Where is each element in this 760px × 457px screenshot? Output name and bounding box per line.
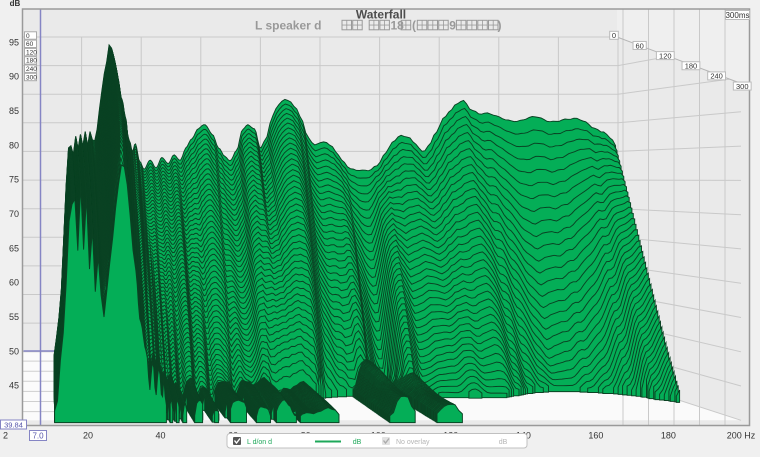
svg-text:60: 60 bbox=[26, 41, 34, 48]
svg-text:180: 180 bbox=[661, 431, 676, 441]
svg-text:85: 85 bbox=[9, 106, 19, 116]
svg-text:20: 20 bbox=[83, 431, 93, 441]
svg-text:90: 90 bbox=[9, 72, 19, 82]
svg-text:0: 0 bbox=[612, 31, 616, 40]
svg-text:dB: dB bbox=[353, 439, 362, 446]
svg-text:70: 70 bbox=[9, 209, 19, 219]
svg-text:75: 75 bbox=[9, 175, 19, 185]
svg-text:2: 2 bbox=[3, 431, 8, 441]
svg-text:L speaker d: L speaker d bbox=[255, 19, 321, 33]
svg-text:95: 95 bbox=[9, 37, 19, 47]
svg-text:(: ( bbox=[412, 19, 416, 33]
svg-text:300: 300 bbox=[26, 74, 37, 81]
svg-text:): ) bbox=[498, 19, 502, 33]
svg-text:45: 45 bbox=[9, 381, 19, 391]
svg-text:300ms: 300ms bbox=[725, 11, 749, 20]
svg-text:240: 240 bbox=[710, 72, 723, 81]
svg-text:55: 55 bbox=[9, 312, 19, 322]
svg-text:L d/on d: L d/on d bbox=[247, 439, 272, 446]
svg-text:40: 40 bbox=[156, 431, 166, 441]
svg-text:No overlay: No overlay bbox=[396, 439, 430, 446]
svg-text:60: 60 bbox=[635, 41, 643, 50]
svg-text:65: 65 bbox=[9, 243, 19, 253]
svg-text:180: 180 bbox=[685, 62, 698, 71]
svg-text:300: 300 bbox=[736, 82, 749, 91]
svg-text:dB: dB bbox=[499, 439, 508, 446]
svg-text:dB: dB bbox=[10, 0, 21, 8]
svg-text:7.0: 7.0 bbox=[32, 432, 44, 441]
svg-text:120: 120 bbox=[659, 51, 672, 60]
svg-text:39.84: 39.84 bbox=[4, 421, 23, 430]
svg-text:80: 80 bbox=[9, 140, 19, 150]
svg-text:0: 0 bbox=[26, 33, 30, 40]
svg-text:160: 160 bbox=[588, 431, 603, 441]
svg-text:60: 60 bbox=[9, 278, 19, 288]
svg-text:120: 120 bbox=[26, 49, 37, 56]
svg-text:9: 9 bbox=[449, 19, 456, 33]
svg-text:200 Hz: 200 Hz bbox=[727, 431, 756, 441]
svg-text:180: 180 bbox=[26, 58, 37, 65]
svg-text:240: 240 bbox=[26, 66, 37, 73]
svg-text:50: 50 bbox=[9, 346, 19, 356]
